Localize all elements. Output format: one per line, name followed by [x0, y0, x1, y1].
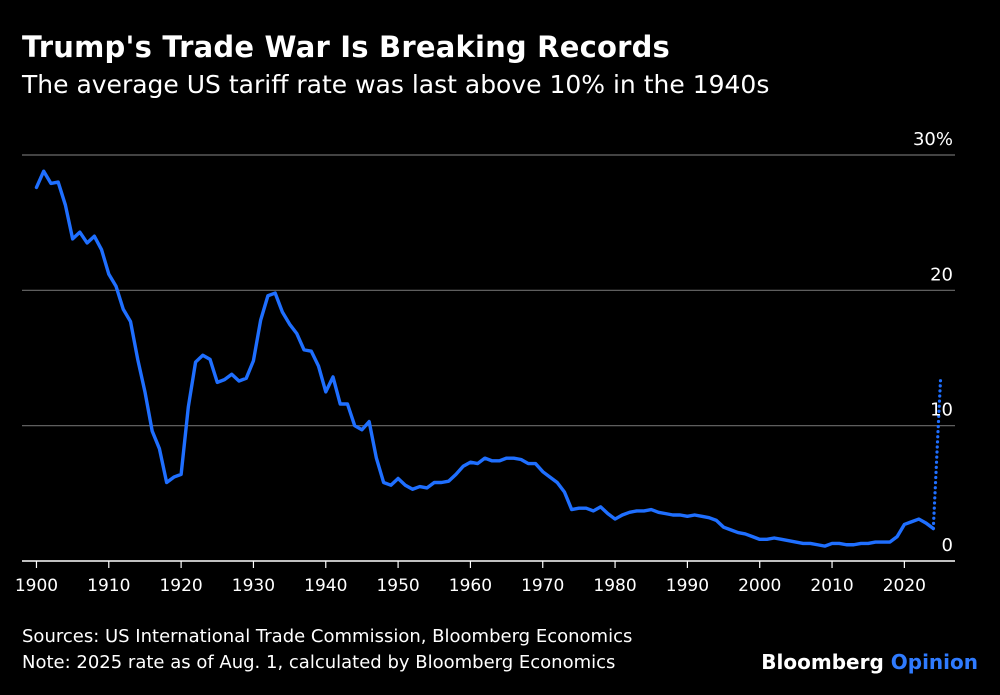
- y-tick-label: 20: [930, 264, 953, 285]
- x-tick-label: 1940: [304, 576, 347, 596]
- x-tick-label: 1960: [449, 576, 492, 596]
- x-tick-label: 2020: [883, 576, 926, 596]
- x-tick-label: 1980: [593, 576, 636, 596]
- x-tick-label: 1900: [15, 576, 58, 596]
- brand-accent: Opinion: [890, 650, 978, 674]
- x-tick-label: 2010: [810, 576, 853, 596]
- sources-note: Sources: US International Trade Commissi…: [22, 626, 633, 647]
- gridlines: [22, 154, 955, 427]
- x-tick-label: 1930: [232, 576, 275, 596]
- tick-labels: 0 10 20 30% 1900 1910 1920 1930 1940 1950 1960 1970…: [15, 129, 953, 596]
- y-tick-label: 30%: [913, 129, 953, 150]
- x-tick-label: 1970: [521, 576, 564, 596]
- chart-subtitle: The average US tariff rate was last abov…: [22, 70, 770, 99]
- x-tick-label: 1920: [159, 576, 202, 596]
- methodology-note: Note: 2025 rate as of Aug. 1, calculated…: [22, 652, 616, 673]
- x-axis: [22, 560, 955, 568]
- chart-title: Trump's Trade War Is Breaking Records: [22, 30, 671, 64]
- brand-logo: Bloomberg Opinion: [761, 650, 978, 674]
- y-tick-label: 10: [930, 400, 953, 421]
- x-tick-label: 2000: [738, 576, 781, 596]
- series-line-tariff-rate: [34, 169, 935, 548]
- series-lines: [34, 169, 943, 548]
- y-tick-label: 0: [942, 535, 953, 556]
- x-tick-label: 1950: [376, 576, 419, 596]
- x-tick-label: 1910: [87, 576, 130, 596]
- x-tick-label: 1990: [666, 576, 709, 596]
- brand-name: Bloomberg: [761, 650, 884, 674]
- series-line-2025-projection: [931, 378, 943, 531]
